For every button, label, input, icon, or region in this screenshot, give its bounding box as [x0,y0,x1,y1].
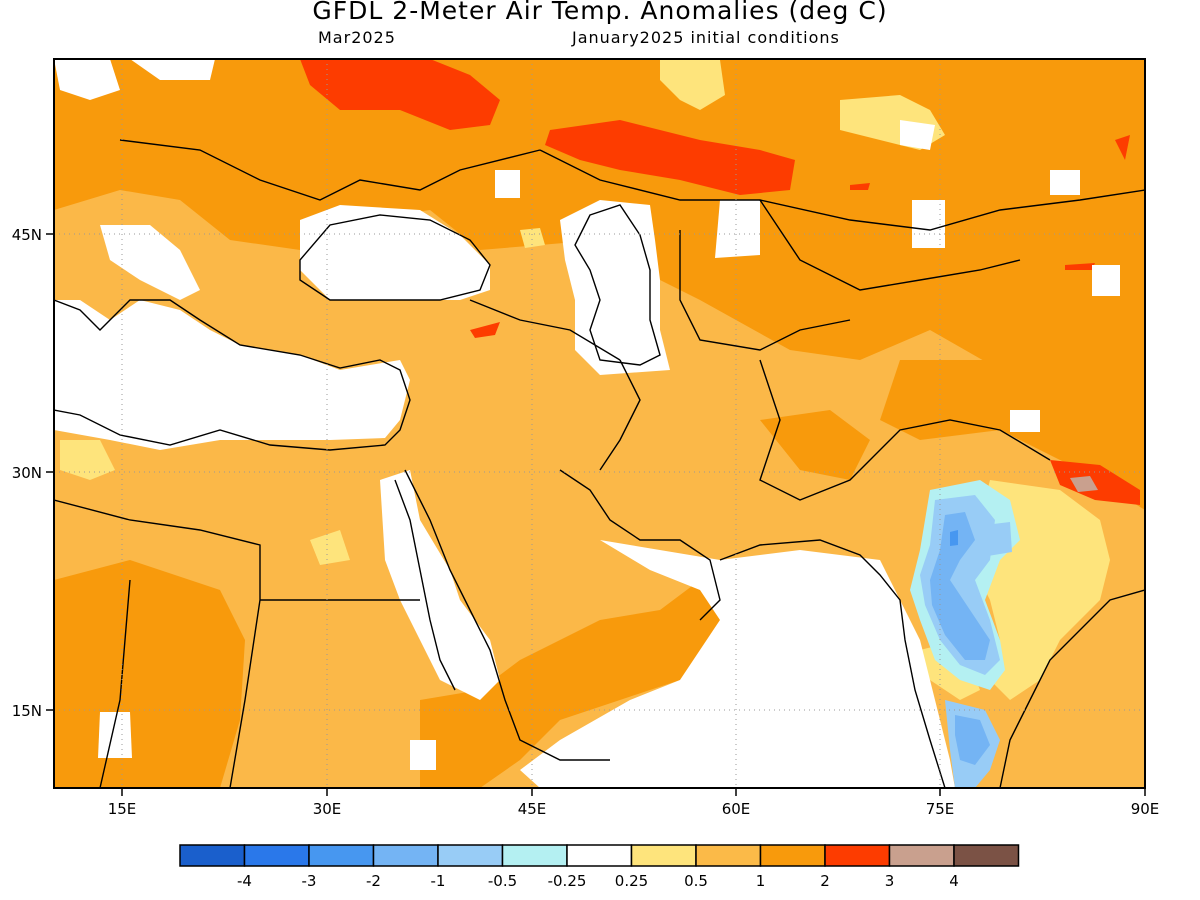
warm-3-4-patch [1070,476,1098,492]
colorbar-swatch [566,844,633,867]
colorbar-label: -4 [237,872,252,890]
lon-tick-labels: 15E 30E 45E 60E 75E 90E [108,800,1160,818]
colorbar-swatch [695,844,762,867]
gridlines [54,59,1145,788]
colorbar-label: -2 [366,872,381,890]
colorbar-label: -0.5 [488,872,517,890]
colorbar-swatch [243,844,310,867]
warm-2-3-regions [300,59,1140,505]
colorbar-swatch [953,844,1020,867]
chart-title: GFDL 2-Meter Air Temp. Anomalies (deg C) [312,0,888,25]
lon-tick-label: 15E [108,800,137,818]
colorbar-label: 0.5 [684,872,708,890]
colorbar-label: -3 [302,872,317,890]
colorbar-swatch [759,844,826,867]
map-frame [53,58,1146,789]
colorbar-label: -1 [431,872,446,890]
lon-tick-label: 30E [313,800,342,818]
colorbar-label: -0.25 [548,872,587,890]
tick-marks [46,233,1146,796]
lon-tick-label: 75E [926,800,955,818]
colorbar-label: 4 [949,872,959,890]
colorbar-swatch [372,844,439,867]
lon-tick-label: 90E [1131,800,1160,818]
lat-tick-label: 30N [12,464,42,482]
initial-conditions-label: January2025 initial conditions [572,28,840,47]
colorbar-label: 1 [756,872,766,890]
colorbar-swatch [501,844,568,867]
colorbar-swatch [888,844,955,867]
colorbar-label: 0.25 [615,872,648,890]
lat-tick-label: 45N [12,226,42,244]
lat-tick-labels: 45N 30N 15N [12,226,42,720]
lon-tick-label: 45E [518,800,547,818]
colorbar-label: 2 [820,872,830,890]
lon-tick-label: 60E [722,800,751,818]
lat-tick-label: 15N [12,702,42,720]
colorbar-swatch [308,844,375,867]
colorbar-swatch [824,844,891,867]
colorbar-swatch [630,844,697,867]
anomaly-field [54,59,1145,788]
colorbar: -4 -3 -2 -1 -0.5 -0.25 0.25 0.5 1 2 3 4 [179,844,1020,890]
colorbar-swatch [179,844,246,867]
coastlines-and-borders [54,139,1145,788]
valid-month-label: Mar2025 [318,28,396,47]
colorbar-label: 3 [885,872,895,890]
colorbar-swatch [437,844,504,867]
